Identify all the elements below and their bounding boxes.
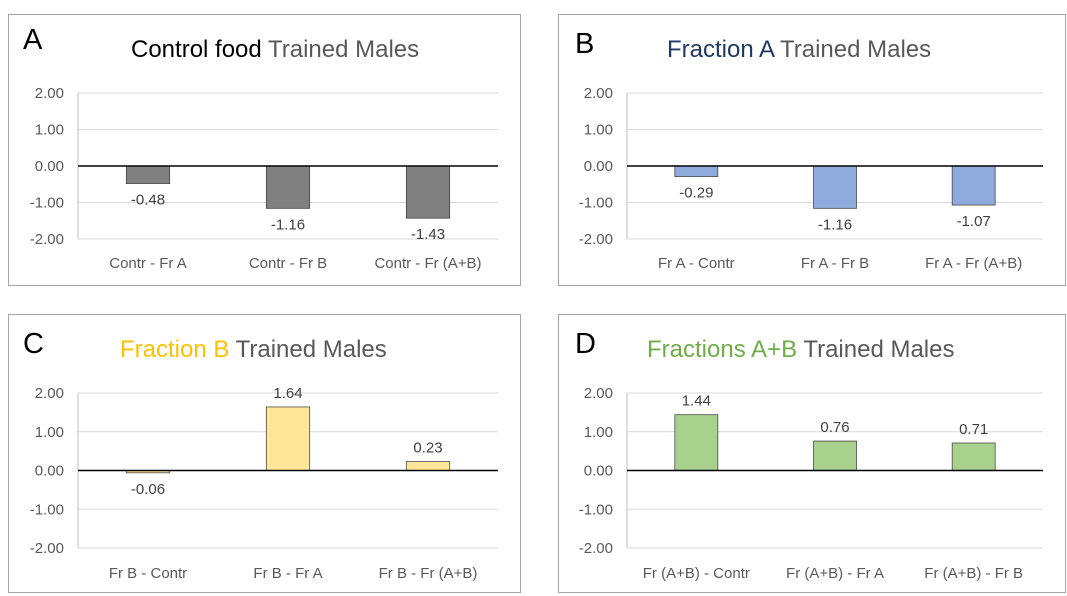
- panel-letter: C: [23, 328, 44, 360]
- chart-svg: A Control food Trained Males 2.00 1.00 0.00 -…: [23, 24, 498, 272]
- bar: [405, 165, 451, 219]
- chart-svg: C Fraction B Trained Males 2.00 1.00 0.00 -1.…: [23, 328, 498, 582]
- chart-title: Fraction B Trained Males: [120, 336, 387, 363]
- data-label: 0.23: [413, 440, 442, 457]
- bar: [674, 165, 719, 177]
- y-tick-label: 1.00: [35, 122, 64, 139]
- panel-letter: B: [575, 28, 594, 60]
- y-tick-label: 2.00: [584, 385, 613, 402]
- y-tick-label: 0.00: [584, 463, 613, 480]
- category-label: Fr A - Fr (A+B): [925, 255, 1022, 272]
- bar: [813, 165, 857, 209]
- y-tick-label: -2.00: [30, 540, 64, 557]
- bar: [265, 165, 311, 209]
- y-tick-label: 0.00: [584, 158, 613, 175]
- chart-title-accent: Fraction A: [667, 36, 775, 63]
- category-label: Fr (A+B) - Fr A: [786, 565, 884, 582]
- panel-letter: D: [575, 328, 596, 360]
- category-label: Fr B - Fr A: [253, 565, 322, 582]
- chart-title-rest: Trained Males: [797, 336, 954, 363]
- chart-panel-d: D Fractions A+B Trained Males 2.00 1.00 0.00…: [558, 314, 1066, 593]
- bar: [265, 406, 311, 471]
- chart-title-accent: Control food: [131, 36, 262, 63]
- panel-letter: A: [23, 24, 43, 56]
- y-tick-label: -1.00: [30, 501, 64, 518]
- chart-title-rest: Trained Males: [262, 36, 419, 63]
- data-label: 0.71: [959, 421, 988, 438]
- y-tick-label: 1.00: [584, 122, 613, 139]
- y-tick-label: 1.00: [35, 424, 64, 441]
- data-label: 1.44: [682, 393, 711, 410]
- chart-title-accent: Fraction B: [120, 336, 229, 363]
- category-label: Fr B - Fr (A+B): [379, 565, 478, 582]
- bar: [813, 440, 857, 471]
- category-label: Fr B - Contr: [109, 565, 187, 582]
- y-tick-label: -2.00: [579, 540, 613, 557]
- bar: [405, 461, 451, 471]
- chart-svg: D Fractions A+B Trained Males 2.00 1.00 0.00…: [575, 328, 1043, 582]
- data-label: -1.16: [818, 216, 852, 233]
- y-tick-label: 0.00: [35, 463, 64, 480]
- chart-panel-b: B Fraction A Trained Males 2.00 1.00 0.00 -1.…: [558, 14, 1066, 286]
- data-label: -0.48: [131, 192, 165, 209]
- data-label: -1.07: [957, 213, 991, 230]
- y-tick-label: -2.00: [30, 231, 64, 248]
- chart-panel-c: C Fraction B Trained Males 2.00 1.00 0.00 -1.…: [8, 314, 521, 593]
- category-label: Fr (A+B) - Fr B: [924, 565, 1023, 582]
- chart-title: Control food Trained Males: [131, 36, 419, 63]
- category-label: Fr A - Contr: [658, 255, 735, 272]
- y-tick-label: -1.00: [579, 501, 613, 518]
- y-tick-label: -1.00: [579, 195, 613, 212]
- chart-title: Fractions A+B Trained Males: [647, 336, 954, 363]
- bar: [951, 442, 996, 471]
- category-label: Contr - Fr (A+B): [374, 255, 481, 272]
- category-label: Contr - Fr B: [249, 255, 327, 272]
- chart-title-accent: Fractions A+B: [647, 336, 797, 363]
- chart-panel-a: A Control food Trained Males 2.00 1.00 0.00 -…: [8, 14, 521, 286]
- data-label: -1.43: [411, 226, 445, 243]
- category-label: Fr A - Fr B: [801, 255, 869, 272]
- bar: [951, 165, 996, 206]
- y-tick-label: 0.00: [35, 158, 64, 175]
- data-label: -0.29: [679, 185, 713, 202]
- chart-title: Fraction A Trained Males: [667, 36, 931, 63]
- chart-title-rest: Trained Males: [774, 36, 931, 63]
- data-label: -0.06: [131, 481, 165, 498]
- data-label: -1.16: [271, 216, 305, 233]
- category-label: Fr (A+B) - Contr: [643, 565, 750, 582]
- y-tick-label: 1.00: [584, 424, 613, 441]
- category-label: Contr - Fr A: [109, 255, 187, 272]
- y-tick-label: -2.00: [579, 231, 613, 248]
- chart-svg: B Fraction A Trained Males 2.00 1.00 0.00 -1.…: [575, 28, 1043, 272]
- bar: [674, 414, 719, 471]
- data-label: 1.64: [273, 385, 302, 402]
- y-tick-label: -1.00: [30, 195, 64, 212]
- y-tick-label: 2.00: [35, 85, 64, 102]
- y-tick-label: 2.00: [584, 85, 613, 102]
- data-label: 0.76: [820, 419, 849, 436]
- y-tick-label: 2.00: [35, 385, 64, 402]
- bar: [125, 165, 171, 184]
- chart-title-rest: Trained Males: [229, 336, 386, 363]
